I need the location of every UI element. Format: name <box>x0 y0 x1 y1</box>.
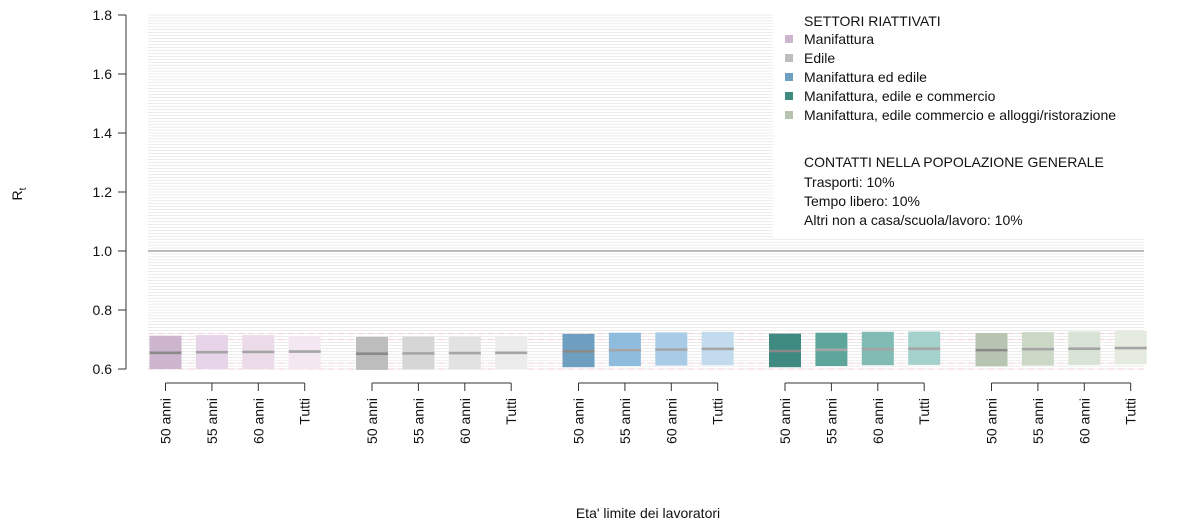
legend-item: Manifattura, edile commercio e alloggi/r… <box>804 107 1116 123</box>
y-tick-label: 1.8 <box>93 7 113 23</box>
x-tick-label: 55 anni <box>617 398 633 444</box>
info-line: Tempo libero: 10% <box>804 193 920 209</box>
info-title: CONTATTI NELLA POPOLAZIONE GENERALE <box>804 154 1104 170</box>
x-tick-label: 50 anni <box>984 398 1000 444</box>
x-tick-label: 50 anni <box>571 398 587 444</box>
x-tick-label: 55 anni <box>823 398 839 444</box>
legend-swatch <box>785 35 793 43</box>
bars <box>149 330 1147 370</box>
legend-background <box>773 12 1178 238</box>
info-line: Altri non a casa/scuola/lavoro: 10% <box>804 212 1023 228</box>
legend-item: Manifattura, edile e commercio <box>804 88 996 104</box>
y-axis: 0.6 0.8 1.0 1.2 1.4 1.6 1.8 <box>93 7 127 377</box>
x-tick-label: 60 anni <box>870 398 886 444</box>
y-axis-title: Rt <box>9 187 29 200</box>
x-tick-label: 50 anni <box>777 398 793 444</box>
legend-title: SETTORI RIATTIVATI <box>804 13 941 29</box>
grid-lines <box>148 14 1144 370</box>
y-tick-label: 1.6 <box>93 66 113 82</box>
legend-swatch <box>785 111 793 119</box>
x-tick-label: Tutti <box>503 398 519 425</box>
x-tick-label: 55 anni <box>204 398 220 444</box>
x-axis: 50 anni 55 anni 60 anni Tutti 50 anni 55 anni… <box>158 382 1139 444</box>
x-tick-label: 60 anni <box>663 398 679 444</box>
x-tick-label: 50 anni <box>364 398 380 444</box>
x-tick-label: 55 anni <box>410 398 426 444</box>
info-line: Trasporti: 10% <box>804 174 895 190</box>
x-tick-label: 50 anni <box>158 398 174 444</box>
legend-item: Manifattura ed edile <box>804 69 927 85</box>
legend-swatch <box>785 92 793 100</box>
legend-swatch <box>785 54 793 62</box>
legend-item: Edile <box>804 50 835 66</box>
x-tick-label: 60 anni <box>1076 398 1092 444</box>
x-tick-label: Tutti <box>916 398 932 425</box>
x-tick-label: 60 anni <box>250 398 266 444</box>
y-tick-label: 0.8 <box>93 302 113 318</box>
x-tick-label: Tutti <box>297 398 313 425</box>
legend-swatch <box>785 73 793 81</box>
y-tick-label: 1.2 <box>93 184 113 200</box>
legend: SETTORI RIATTIVATI Manifattura Edile Manif… <box>785 13 1116 123</box>
x-tick-label: 60 anni <box>457 398 473 444</box>
contacts-info: CONTATTI NELLA POPOLAZIONE GENERALE Tras… <box>804 154 1104 228</box>
x-tick-label: Tutti <box>710 398 726 425</box>
x-tick-label: Tutti <box>1123 398 1139 425</box>
x-axis-title: Eta' limite dei lavoratori <box>576 505 720 521</box>
y-tick-label: 1.4 <box>93 125 113 141</box>
legend-item: Manifattura <box>804 31 874 47</box>
x-tick-label: 55 anni <box>1030 398 1046 444</box>
y-tick-label: 0.6 <box>93 361 113 377</box>
y-tick-label: 1.0 <box>93 243 113 259</box>
